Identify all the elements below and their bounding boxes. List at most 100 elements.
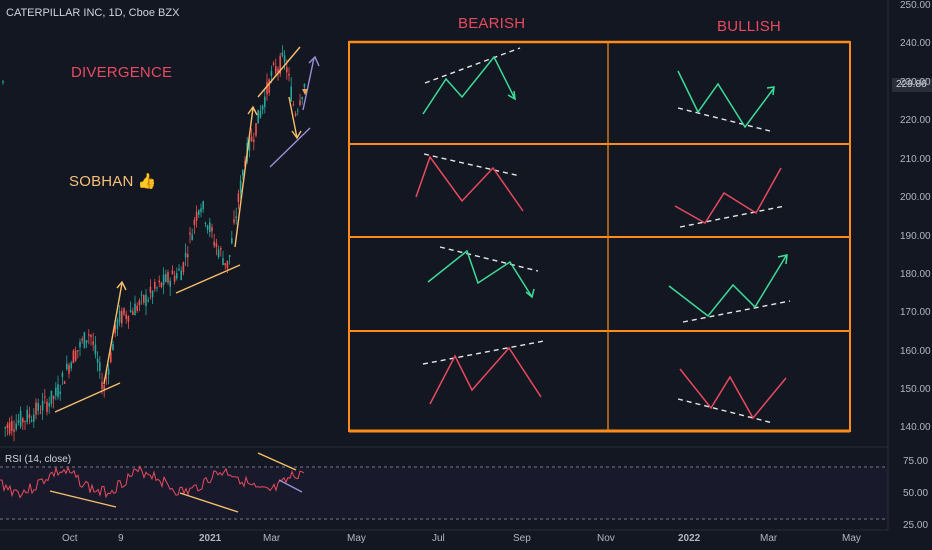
candle-body [149,286,152,293]
bearish-pattern-2 [415,153,524,212]
candle-body [158,280,160,283]
candle-body [66,363,68,370]
price-tick-label: 190.00 [900,231,931,242]
candle-body [270,71,273,76]
candle-body [13,429,15,432]
candle-body [88,334,90,336]
candle-body [110,352,112,363]
rsi-indicator-label[interactable]: RSI (14, close) [5,454,72,465]
candle-body [127,315,130,322]
candle-body [44,396,46,398]
candle-body [255,123,257,136]
pattern-grid [348,40,851,433]
candle-body [257,109,259,124]
candle-body [125,314,127,319]
trend-annotations [54,46,320,413]
candle-body [15,423,17,430]
candle-body [224,263,226,266]
candle-body [299,100,301,106]
candle-body [24,421,26,422]
candle-body [206,225,209,230]
time-tick-label: Mar [760,533,778,544]
candle-body [217,249,220,258]
price-tick-label: 220.00 [900,115,931,126]
rsi-series [0,465,305,499]
trend-arrow-1 [103,282,123,385]
candle-body [193,219,196,225]
price-tick-label: 250.00 [900,0,931,11]
candle-body [147,299,149,302]
candle-body [101,381,103,389]
rsi-div-2 [179,492,239,513]
down-marker-icon [302,89,308,95]
candle-body [90,334,92,338]
candle-body [268,79,270,93]
rsi-div-3 [257,452,297,471]
candle-body [281,52,284,56]
candle-body [6,424,9,429]
time-tick-label: 2022 [678,533,701,544]
candle-body [74,350,77,361]
bearish-pattern-1 [422,47,521,115]
time-tick-label: May [347,533,366,544]
candle-body [244,160,246,167]
candle-body [178,268,180,271]
candle-body [213,241,215,246]
candle-body [204,222,207,225]
trend-line-1 [54,382,121,413]
candle-body [68,365,70,374]
candle-body [79,341,81,348]
candle-body [39,412,42,414]
candle-body [162,274,165,286]
candle-body [107,368,110,375]
bullish-header: BULLISH [717,18,781,35]
candle-body [37,403,39,411]
candle-body [200,208,202,213]
time-tick-label: Sep [513,533,531,544]
candle-body [55,387,57,396]
trend-arrow-2 [234,107,254,248]
candle-body [114,324,116,334]
candle-body [237,193,240,202]
bearish-pattern-3 [427,246,539,299]
candle-body [173,275,176,282]
candle-body [182,262,185,273]
candle-body [165,273,167,282]
price-tick-label: 160.00 [900,346,931,357]
candle-body [48,403,50,407]
rsi-tick-label: 25.00 [903,520,929,531]
trend-line-4 [269,127,311,168]
candle-body [132,311,134,315]
candle-body [156,287,158,289]
candle-body [169,280,171,287]
candle-body [259,111,262,118]
candle-body [22,418,24,423]
candle-body [272,63,275,65]
time-tick-label: 9 [118,533,124,544]
candle-body [96,358,99,363]
candle-body [151,291,154,298]
candle-body [77,350,79,352]
rsi-tick-label: 75.00 [903,456,929,467]
candle-body [288,73,290,76]
time-tick-label: May [842,533,861,544]
candle-body [215,243,218,247]
current-price-tag: 229.86 [892,78,932,92]
price-tick-label: 230.00 [900,77,931,88]
candle-body [35,402,37,415]
candle-body [235,216,237,219]
divergence-annotation: DIVERGENCE [71,64,173,81]
bullish-pattern-2 [674,167,786,228]
candle-body [253,139,255,142]
candle-body [123,308,125,315]
rsi-band [0,467,888,519]
candle-body [160,282,163,288]
candle-body [211,227,213,232]
candle-body [286,67,288,73]
candle-body [143,295,145,303]
candle-body [116,319,119,329]
candle-body [81,338,83,341]
bullish-pattern-3 [668,254,791,323]
candle-body [59,391,61,395]
candle-body [233,219,235,223]
